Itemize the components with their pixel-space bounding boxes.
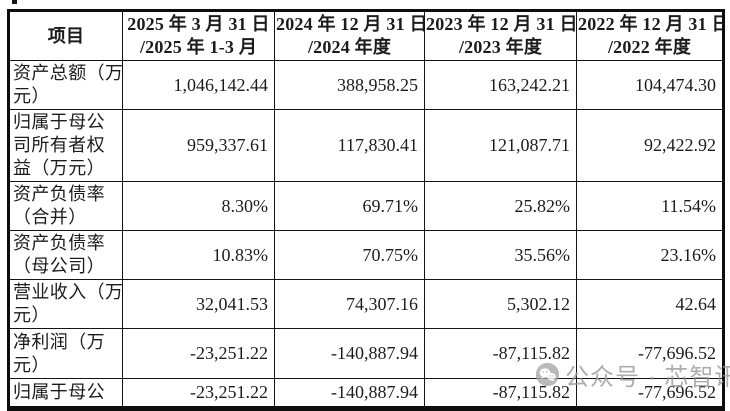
- row-label: 归属于母公: [8, 378, 123, 409]
- value-cell: 388,958.25: [274, 60, 425, 110]
- table-row-revenue: 营业收入（万 元） 32,041.53 74,307.16 5,302.12 4…: [8, 279, 724, 329]
- header-cell-2024: 2024 年 12 月 31 日 /2024 年度: [274, 10, 425, 61]
- value-cell: 69.71%: [274, 181, 425, 231]
- table-header-row: 项目 2025 年 3 月 31 日 /2025 年 1-3 月 2024 年 …: [8, 10, 724, 61]
- value-cell: -77,696.52: [576, 378, 724, 409]
- table-row-debt-ratio-parent: 资产负债率 （母公司） 10.83% 70.75% 35.56% 23.16%: [8, 230, 724, 280]
- value-cell: 32,041.53: [122, 279, 275, 329]
- header-cell-2023: 2023 年 12 月 31 日 /2023 年度: [424, 10, 577, 61]
- value-cell: -23,251.22: [122, 378, 275, 409]
- value-cell: 104,474.30: [576, 60, 724, 110]
- row-label: 资产负债率 （母公司）: [8, 230, 123, 280]
- value-cell: 92,422.92: [576, 109, 724, 182]
- value-cell: -87,115.82: [424, 378, 577, 409]
- table-row-total-assets: 资产总额（万 元） 1,046,142.44 388,958.25 163,24…: [8, 60, 724, 110]
- value-cell: 121,087.71: [424, 109, 577, 182]
- row-label: 营业收入（万 元）: [8, 279, 123, 329]
- value-cell: 10.83%: [122, 230, 275, 280]
- header-cell-2025: 2025 年 3 月 31 日 /2025 年 1-3 月: [122, 10, 275, 61]
- row-label: 归属于母公 司所有者权 益（万元）: [8, 109, 123, 182]
- row-label: 资产负债率 （合并）: [8, 181, 123, 231]
- value-cell: 42.64: [576, 279, 724, 329]
- header-cell-2022: 2022 年 12 月 31 日 /2022 年度: [576, 10, 724, 61]
- value-cell: 117,830.41: [274, 109, 425, 182]
- value-cell: 959,337.61: [122, 109, 275, 182]
- row-label: 资产总额（万 元）: [8, 60, 123, 110]
- value-cell: -77,696.52: [576, 328, 724, 379]
- row-label: 净利润（万 元）: [8, 328, 123, 379]
- value-cell: 74,307.16: [274, 279, 425, 329]
- value-cell: -140,887.94: [274, 378, 425, 409]
- value-cell: 8.30%: [122, 181, 275, 231]
- table-row-parent-equity: 归属于母公 司所有者权 益（万元） 959,337.61 117,830.41 …: [8, 109, 724, 182]
- header-cell-item: 项目: [8, 10, 123, 61]
- table-row-debt-ratio-consolidated: 资产负债率 （合并） 8.30% 69.71% 25.82% 11.54%: [8, 181, 724, 231]
- value-cell: 1,046,142.44: [122, 60, 275, 110]
- financial-summary-table: 项目 2025 年 3 月 31 日 /2025 年 1-3 月 2024 年 …: [7, 9, 725, 411]
- value-cell: 35.56%: [424, 230, 577, 280]
- value-cell: 70.75%: [274, 230, 425, 280]
- value-cell: -140,887.94: [274, 328, 425, 379]
- value-cell: -23,251.22: [122, 328, 275, 379]
- screenshot-edge-fragment: [12, 0, 17, 4]
- value-cell: 163,242.21: [424, 60, 577, 110]
- value-cell: 23.16%: [576, 230, 724, 280]
- value-cell: 25.82%: [424, 181, 577, 231]
- value-cell: 11.54%: [576, 181, 724, 231]
- value-cell: -87,115.82: [424, 328, 577, 379]
- table-row-net-profit: 净利润（万 元） -23,251.22 -140,887.94 -87,115.…: [8, 328, 724, 379]
- value-cell: 5,302.12: [424, 279, 577, 329]
- table-row-parent-net-profit-truncated: 归属于母公 -23,251.22 -140,887.94 -87,115.82 …: [8, 378, 724, 409]
